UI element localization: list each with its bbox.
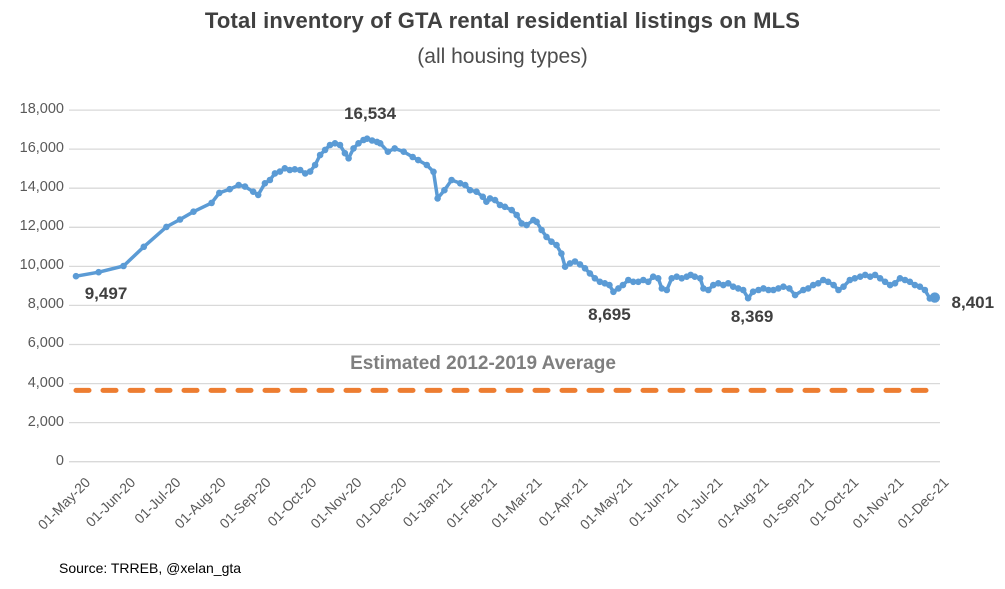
- data-point-label: 9,497: [84, 284, 128, 304]
- y-axis-tick-label: 16,000: [19, 140, 64, 157]
- y-axis-tick-label: 2,000: [27, 413, 64, 430]
- y-axis-tick-label: 12,000: [19, 218, 64, 235]
- y-axis-tick-label: 14,000: [19, 179, 64, 196]
- average-line-label: Estimated 2012-2019 Average: [350, 353, 616, 374]
- chart-title: Total inventory of GTA rental residentia…: [204, 8, 801, 33]
- data-point-label: 8,695: [588, 304, 631, 324]
- data-point-label: 8,401: [951, 292, 995, 312]
- data-point-label: 16,534: [344, 103, 397, 123]
- y-axis-tick-label: 8,000: [27, 296, 64, 313]
- data-point-label: 8,369: [730, 307, 774, 327]
- y-axis-tick-label: 18,000: [19, 101, 64, 118]
- y-axis-tick-label: 6,000: [27, 335, 64, 352]
- chart-subtitle: (all housing types): [417, 45, 588, 68]
- y-axis-tick-label: 4,000: [27, 374, 64, 391]
- y-axis-tick-label: 0: [55, 452, 64, 469]
- y-axis-tick-label: 10,000: [19, 257, 64, 274]
- source-note: Source: TRREB, @xelan_gta: [59, 560, 242, 576]
